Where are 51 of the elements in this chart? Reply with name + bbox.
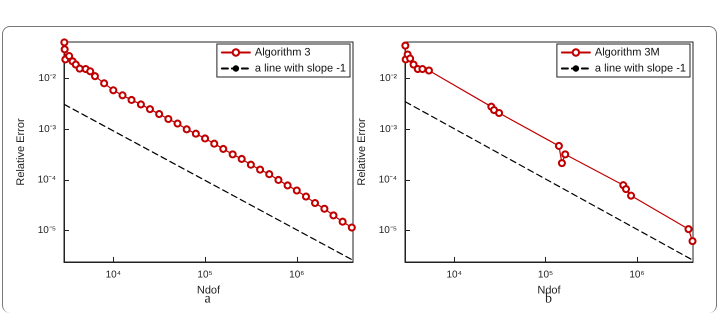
point [265, 170, 274, 178]
legend-label: Algorithm 3M [594, 46, 660, 58]
point [201, 134, 210, 142]
point [292, 186, 301, 194]
y-tick-label: 10⁻⁴ [378, 174, 397, 186]
point [155, 110, 164, 118]
point [228, 150, 237, 158]
y-tick-label: 10⁻³ [380, 124, 398, 135]
point [311, 199, 320, 208]
x-tick-label: 10⁶ [629, 270, 645, 280]
point [219, 144, 228, 153]
point [164, 114, 172, 123]
y-tick-label: 10⁻⁵ [378, 225, 397, 236]
point [192, 130, 200, 138]
y-axis-title: Relative Error [15, 118, 28, 186]
x-tick-label: 10⁶ [289, 270, 304, 280]
point [238, 154, 246, 163]
x-axis-title: Ndof [196, 284, 222, 296]
point [182, 125, 191, 134]
point [146, 105, 154, 114]
y-tick-label: 10⁻⁴ [38, 174, 56, 186]
point [348, 224, 356, 232]
point [128, 96, 136, 104]
point [256, 166, 264, 174]
text: b [545, 292, 552, 306]
point [136, 100, 145, 108]
point [320, 204, 328, 213]
legend-label: a line with slope -1 [594, 62, 686, 74]
point [118, 91, 127, 100]
legend-label: a line with slope -1 [254, 62, 346, 74]
point [338, 218, 347, 226]
point [284, 181, 292, 190]
y-tick-label: 10⁻² [38, 73, 57, 84]
point [109, 86, 118, 94]
x-tick-label: 10⁵ [197, 270, 213, 280]
y-tick-label: 10⁻⁵ [38, 225, 56, 236]
point [302, 192, 310, 201]
x-tick-label: 10⁴ [106, 270, 122, 280]
point [274, 176, 282, 184]
x-tick-label: 10⁴ [446, 270, 462, 280]
legend-label: Algorithm 3 [254, 46, 311, 58]
y-tick-label: 10⁻³ [38, 124, 57, 135]
y-axis-title: Relative Error [356, 118, 368, 186]
point [100, 79, 108, 88]
x-tick-label: 10⁵ [538, 270, 554, 280]
y-tick-label: 10⁻² [380, 73, 398, 84]
point [210, 140, 218, 148]
point [329, 211, 338, 220]
point [174, 120, 182, 128]
point [246, 160, 255, 169]
point [90, 72, 99, 80]
